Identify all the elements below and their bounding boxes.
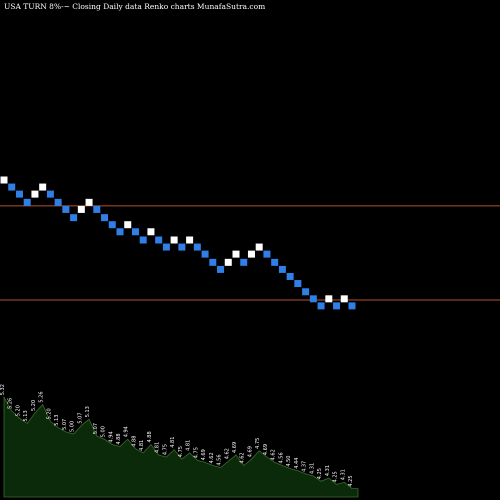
renko-brick [186,236,194,244]
renko-brick [271,258,279,266]
renko-brick [101,214,109,222]
renko-brick [54,198,62,206]
volume-label: 4.50 [286,456,292,467]
volume-label: 4.81 [155,442,161,453]
renko-brick [309,295,317,303]
renko-brick [217,265,225,273]
volume-label: 4.75 [255,438,261,449]
renko-brick [77,205,85,213]
renko-brick [232,250,240,258]
volume-label: 4.56 [217,454,223,465]
renko-brick [348,302,356,310]
volume-label: 4.37 [302,461,308,472]
renko-brick [240,258,248,266]
renko-brick [302,288,310,296]
volume-label: 4.69 [232,442,238,453]
renko-brick [139,236,147,244]
renko-brick [62,205,70,213]
volume-label: 4.62 [240,452,246,463]
volume-label: 5.13 [54,415,60,426]
renko-brick [46,190,54,198]
volume-label: 5.07 [77,412,83,423]
volume-label: 5.13 [23,410,29,421]
renko-brick [224,258,232,266]
volume-label: 5.00 [70,421,76,432]
volume-label: 4.75 [178,446,184,457]
volume-label: 4.62 [209,452,215,463]
volume-label: 5.07 [93,423,99,434]
volume-label: 4.75 [193,447,199,458]
volume-label: 4.88 [131,436,137,447]
volume-label: 4.69 [201,449,207,460]
volume-label: 5.00 [101,426,107,437]
volume-label: 4.69 [247,446,253,457]
volume-label: 4.25 [348,475,354,486]
renko-brick [124,221,132,229]
volume-label: 5.20 [31,400,37,411]
volume-label: 4.69 [263,444,269,455]
volume-label: 5.07 [62,419,68,430]
renko-brick [178,243,186,251]
volume-label: 4.31 [340,469,346,480]
renko-brick [93,205,101,213]
volume-label: 4.31 [309,463,315,474]
renko-brick [325,295,333,303]
volume-label: 4.94 [108,431,114,442]
volume-label: 5.20 [15,405,21,416]
renko-brick [209,258,217,266]
renko-brick [201,250,209,258]
renko-brick [39,183,47,191]
volume-label: 4.88 [147,431,153,442]
renko-brick [170,236,178,244]
volume-label: 5.26 [39,391,45,402]
renko-brick [286,272,294,280]
renko-brick [193,243,201,251]
volume-label: 5.20 [46,408,52,419]
renko-brick [340,295,348,303]
renko-brick [15,190,23,198]
renko-brick [155,236,163,244]
renko-brick [294,280,302,288]
renko-brick [147,228,155,236]
volume-label: 4.81 [186,440,192,451]
volume-label: 4.81 [139,440,145,451]
volume-label: 5.13 [85,406,91,417]
volume-label: 4.44 [294,458,300,469]
renko-brick [116,228,124,236]
renko-brick [0,176,8,184]
renko-brick [108,221,116,229]
renko-brick [278,265,286,273]
volume-label: 4.56 [278,452,284,463]
volume-area [3,395,359,498]
renko-brick [8,183,16,191]
volume-label: 4.62 [271,449,277,460]
renko-brick [70,214,78,222]
renko-brick [247,250,255,258]
renko-brick [31,190,39,198]
volume-label: 4.31 [325,465,331,476]
volume-label: 4.62 [224,448,230,459]
volume-label: 4.81 [170,437,176,448]
volume-label: 5.32 [0,384,6,395]
renko-brick [131,228,139,236]
renko-brick [333,302,341,310]
renko-brick [263,250,271,258]
volume-label: 4.25 [333,471,339,482]
renko-brick [85,198,93,206]
volume-label: 5.26 [8,398,14,409]
volume-label: 4.88 [116,433,122,444]
renko-brick [162,243,170,251]
volume-label: 4.25 [317,468,323,479]
renko-brick [255,243,263,251]
renko-brick [23,198,31,206]
chart-title: USA TURN 8%-~ Closing Daily data Renko c… [4,2,266,11]
volume-label: 4.75 [162,444,168,455]
renko-brick [317,302,325,310]
volume-label: 4.94 [124,426,130,437]
